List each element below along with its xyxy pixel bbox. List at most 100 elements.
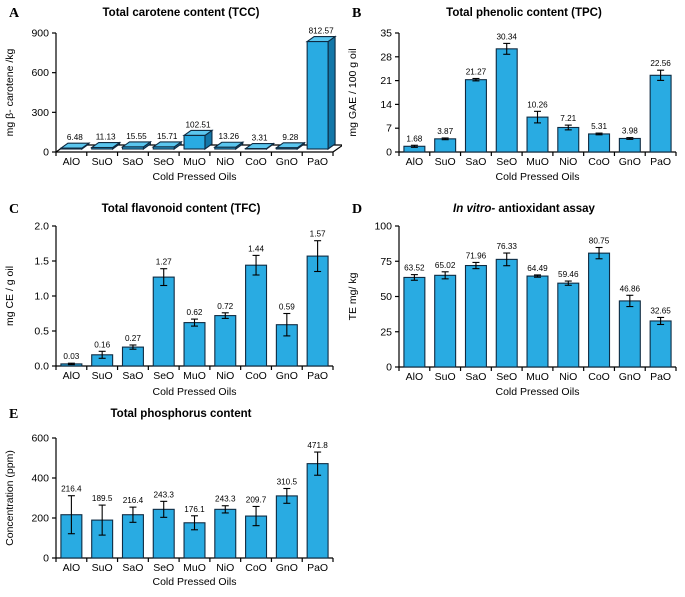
x-axis-title: Cold Pressed Oils <box>152 386 236 398</box>
value-label: 32.65 <box>650 306 671 315</box>
y-tick-label: 0 <box>43 147 49 159</box>
x-category-label: AlO <box>406 156 424 168</box>
x-category-label: NiO <box>559 371 577 383</box>
y-tick-label: 35 <box>380 28 392 40</box>
x-category-label: SuO <box>92 156 113 168</box>
y-tick-label: 2.0 <box>34 221 49 233</box>
x-category-label: GnO <box>276 562 298 574</box>
x-category-label: SeO <box>496 156 517 168</box>
value-label: 0.59 <box>279 303 295 312</box>
y-tick-label: 7 <box>386 123 392 135</box>
value-label: 1.27 <box>156 258 172 267</box>
value-label: 64.49 <box>527 264 548 273</box>
x-category-label: MuO <box>183 370 206 382</box>
x-category-label: SaO <box>122 562 143 574</box>
value-label: 243.3 <box>215 495 236 504</box>
value-label: 0.16 <box>94 340 110 349</box>
bar <box>496 49 517 152</box>
x-axis-title: Cold Pressed Oils <box>152 576 236 588</box>
bar-side-face <box>328 37 335 149</box>
x-category-label: SuO <box>92 562 113 574</box>
y-axis-label: mg CE / g oil <box>4 266 16 326</box>
y-axis-label: TE mg/ kg <box>347 272 359 320</box>
bar <box>619 138 640 152</box>
x-category-label: AlO <box>63 370 81 382</box>
bar <box>215 316 236 366</box>
chart-title: Total flavonoid content (TFC) <box>102 203 261 215</box>
value-label: 3.98 <box>622 127 638 136</box>
y-tick-label: 600 <box>31 433 49 445</box>
value-label: 102.51 <box>185 120 210 129</box>
y-tick-label: 0.5 <box>34 326 49 338</box>
x-category-label: SuO <box>92 370 113 382</box>
panel-letter: E <box>9 407 18 422</box>
bar <box>404 277 425 367</box>
x-category-label: SuO <box>435 371 456 383</box>
value-label: 0.62 <box>187 308 203 317</box>
x-category-label: AlO <box>63 562 81 574</box>
x-category-label: GnO <box>276 370 298 382</box>
y-tick-label: 1.0 <box>34 291 49 303</box>
y-axis-label: mg β- carotene /kg <box>4 48 16 136</box>
x-category-label: SaO <box>465 156 486 168</box>
bar <box>307 464 328 558</box>
y-tick-label: 100 <box>374 221 392 233</box>
x-category-label: NiO <box>216 562 234 574</box>
value-label: 10.26 <box>527 100 548 109</box>
x-category-label: CoO <box>245 370 267 382</box>
value-label: 59.46 <box>558 270 579 279</box>
x-category-label: AlO <box>63 156 81 168</box>
value-label: 46.86 <box>620 284 641 293</box>
bar <box>184 323 205 366</box>
y-tick-label: 400 <box>31 473 49 485</box>
chart-title: In vitro- antioxidant assay <box>453 203 595 215</box>
x-category-label: CoO <box>588 156 610 168</box>
chart-title: Total phenolic content (TPC) <box>446 7 602 19</box>
x-category-label: SaO <box>465 371 486 383</box>
x-category-label: MuO <box>526 156 549 168</box>
y-axis-label: mg GAE / 100 g oil <box>347 48 359 136</box>
value-label: 76.33 <box>496 242 517 251</box>
y-tick-label: 600 <box>31 67 49 79</box>
value-label: 30.34 <box>496 32 517 41</box>
x-category-label: PaO <box>307 370 328 382</box>
value-label: 216.4 <box>123 496 144 505</box>
bar <box>307 42 328 149</box>
value-label: 65.02 <box>435 261 456 270</box>
bar <box>589 253 610 367</box>
value-label: 80.75 <box>589 237 610 246</box>
bar <box>465 266 486 367</box>
x-category-label: SaO <box>122 156 143 168</box>
bar <box>650 321 671 367</box>
x-category-label: PaO <box>307 156 328 168</box>
value-label: 1.68 <box>406 134 422 143</box>
x-category-label: SeO <box>153 156 174 168</box>
value-label: 7.21 <box>560 114 576 123</box>
y-tick-label: 900 <box>31 28 49 40</box>
value-label: 3.87 <box>437 127 453 136</box>
x-category-label: NiO <box>559 156 577 168</box>
x-category-label: AlO <box>406 371 424 383</box>
value-label: 310.5 <box>277 478 298 487</box>
x-category-label: MuO <box>183 156 206 168</box>
bar <box>619 301 640 367</box>
x-category-label: GnO <box>276 156 298 168</box>
y-tick-label: 50 <box>380 291 392 303</box>
value-label: 176.1 <box>184 505 205 514</box>
bar <box>465 80 486 152</box>
bar <box>153 277 174 366</box>
x-category-label: MuO <box>183 562 206 574</box>
value-label: 63.52 <box>404 264 425 273</box>
x-category-label: GnO <box>619 371 641 383</box>
bar <box>435 139 456 152</box>
value-label: 209.7 <box>246 495 267 504</box>
bar <box>184 135 205 149</box>
